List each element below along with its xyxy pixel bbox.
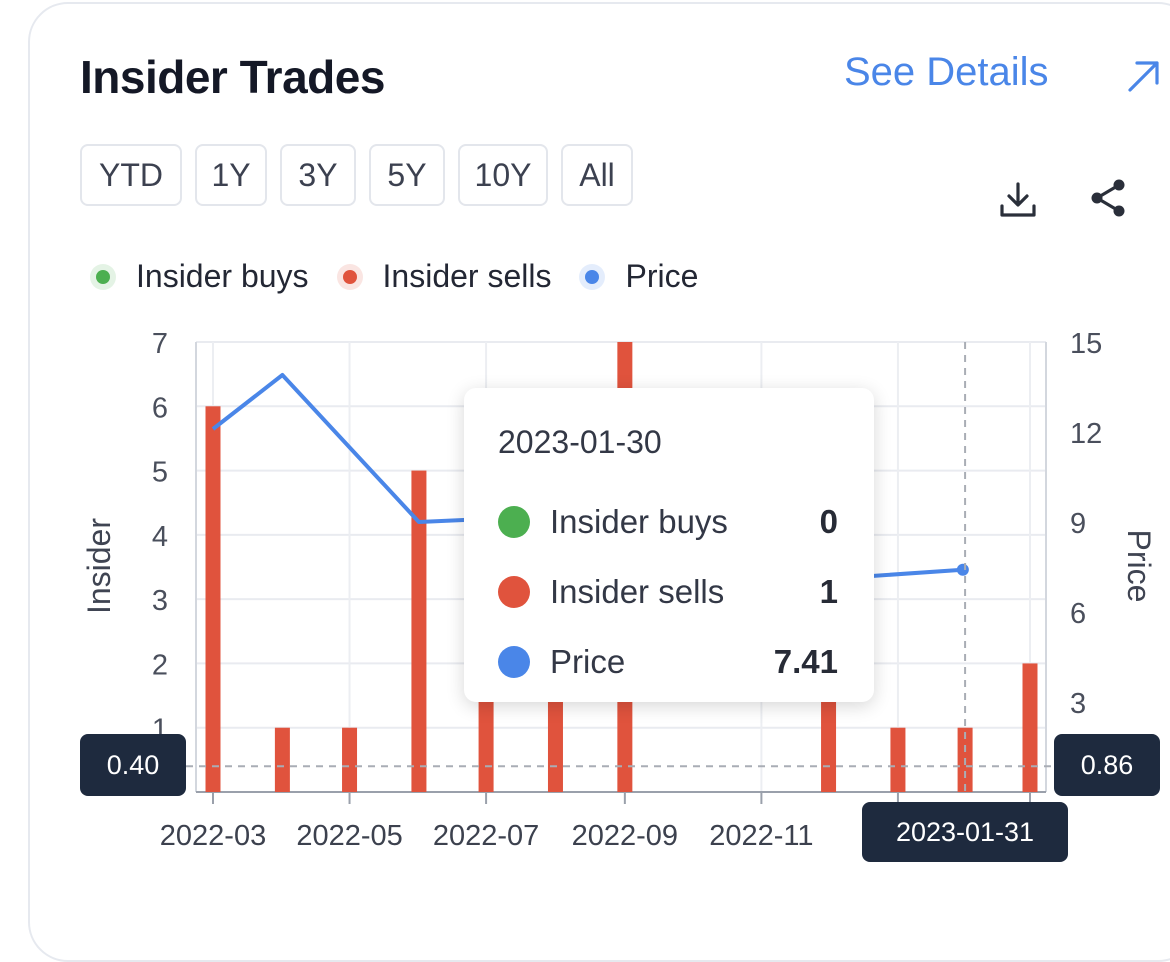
x-tick-label: 2022-09: [572, 820, 678, 852]
legend-item-price[interactable]: Price: [585, 258, 698, 295]
bar-insider-sells: [205, 406, 221, 792]
y-tick-left: 5: [152, 457, 168, 489]
y-tick-right: 12: [1070, 418, 1102, 450]
legend-dot-sells: [342, 269, 357, 284]
y-tick-right: 9: [1070, 508, 1086, 540]
range-5y-button[interactable]: 5Y: [369, 144, 445, 206]
card-title: Insider Trades: [80, 51, 385, 103]
y-tick-left: 2: [152, 649, 168, 681]
y-axis-label-left: Insider: [81, 518, 117, 614]
crosshair-right-badge: 0.86: [1054, 734, 1160, 796]
bar-insider-sells: [411, 470, 427, 792]
legend-label-sells: Insider sells: [382, 258, 552, 294]
y-tick-right: 6: [1070, 598, 1086, 630]
price-point-active: [956, 563, 969, 576]
arrow-up-right-icon[interactable]: [1124, 56, 1164, 96]
range-3y-button[interactable]: 3Y: [280, 144, 356, 206]
tooltip-label-price: Price: [550, 643, 626, 680]
tooltip-value-sells: 1: [819, 573, 838, 610]
tooltip-date: 2023-01-30: [498, 424, 662, 460]
tooltip-dot-buys: [498, 506, 530, 538]
legend-label-buys: Insider buys: [136, 258, 309, 294]
x-tick-label: 2022-03: [160, 820, 266, 852]
bar-insider-sells: [274, 727, 290, 792]
crosshair-layer: [186, 342, 1054, 792]
range-10y-button[interactable]: 10Y: [458, 144, 548, 206]
chart-legend: Insider buys Insider sells Price: [96, 258, 732, 295]
y-axis-label-right: Price: [1121, 530, 1157, 603]
x-tick-label: 2022-05: [296, 820, 402, 852]
range-ytd-button[interactable]: YTD: [80, 144, 182, 206]
tooltip-value-price: 7.41: [773, 643, 838, 680]
y-tick-left: 6: [152, 392, 168, 424]
y-tick-right: 3: [1070, 688, 1086, 720]
see-details-link[interactable]: See Details: [844, 50, 1049, 94]
bar-layer: [205, 342, 1038, 792]
download-icon[interactable]: [996, 178, 1040, 222]
tooltip-row-buys: Insider buys 0: [498, 487, 838, 557]
range-selector: YTD 1Y 3Y 5Y 10Y All: [80, 144, 633, 206]
bar-insider-sells: [890, 727, 906, 792]
y-tick-left: 7: [152, 328, 168, 360]
x-tick-label: 2022-11: [709, 820, 813, 852]
legend-item-sells[interactable]: Insider sells: [342, 258, 552, 295]
legend-dot-price: [585, 269, 600, 284]
bar-insider-sells: [1022, 663, 1038, 792]
range-all-button[interactable]: All: [561, 144, 633, 206]
legend-item-buys[interactable]: Insider buys: [96, 258, 309, 295]
tooltip-dot-sells: [498, 576, 530, 608]
chart-tooltip: 2023-01-30 Insider buys 0 Insider sells …: [464, 388, 874, 702]
tooltip-value-buys: 0: [819, 503, 838, 540]
y-tick-right: 15: [1070, 328, 1102, 360]
tooltip-label-sells: Insider sells: [550, 573, 725, 610]
share-icon[interactable]: [1086, 176, 1130, 220]
legend-label-price: Price: [625, 258, 699, 294]
y-tick-left: 4: [152, 521, 168, 553]
x-tick-label: 2022-07: [433, 820, 539, 852]
tooltip-row-price: Price 7.41: [498, 627, 838, 697]
y-tick-left: 3: [152, 585, 168, 617]
tooltip-label-buys: Insider buys: [550, 503, 728, 540]
bar-insider-sells: [342, 727, 358, 792]
legend-dot-buys: [96, 269, 110, 284]
range-1y-button[interactable]: 1Y: [195, 144, 267, 206]
tooltip-row-sells: Insider sells 1: [498, 557, 838, 627]
tooltip-dot-price: [498, 646, 530, 678]
crosshair-x-badge: 2023-01-31: [862, 802, 1068, 862]
crosshair-left-badge: 0.40: [80, 734, 186, 796]
